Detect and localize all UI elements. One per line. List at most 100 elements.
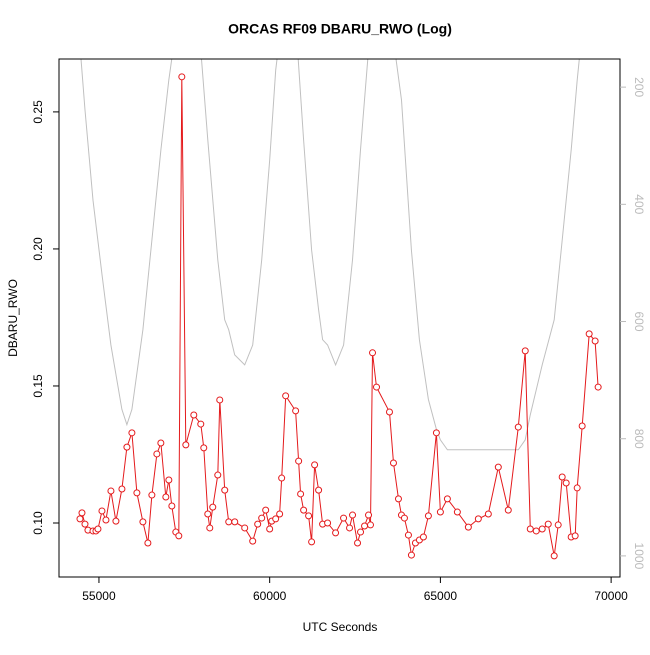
data-point	[78, 509, 86, 517]
data-point	[128, 429, 136, 437]
data-point	[221, 486, 229, 494]
data-point	[562, 479, 570, 487]
data-point	[311, 461, 319, 469]
data-point	[295, 457, 303, 465]
data-point	[373, 383, 381, 391]
data-point	[214, 471, 222, 479]
plot-frame	[58, 58, 621, 578]
data-point	[165, 476, 173, 484]
x-tick-label: 55000	[82, 589, 116, 603]
data-point	[148, 491, 156, 499]
data-point	[315, 486, 323, 494]
y-axis-label: DBARU_RWO	[6, 279, 20, 357]
data-point	[585, 330, 593, 338]
data-point	[532, 527, 540, 535]
data-point	[133, 489, 141, 497]
data-point	[123, 443, 131, 451]
data-point	[594, 383, 602, 391]
data-point	[216, 396, 224, 404]
data-point	[453, 508, 461, 516]
data-point	[526, 525, 534, 533]
data-point	[349, 511, 357, 519]
y2-tick-label: 400	[632, 194, 646, 214]
y-tick-label: 0.15	[31, 374, 45, 398]
data-point	[76, 515, 84, 523]
data-point	[157, 439, 165, 447]
data-point	[102, 516, 110, 524]
data-point	[81, 520, 89, 528]
x-tick-label: 70000	[594, 589, 628, 603]
data-point	[178, 73, 186, 81]
data-point	[94, 525, 102, 533]
data-point	[300, 506, 308, 514]
data-point	[591, 337, 599, 345]
data-point	[550, 552, 558, 560]
data-point	[385, 408, 393, 416]
data-point	[107, 487, 115, 495]
data-point	[432, 429, 440, 437]
data-point	[554, 521, 562, 529]
data-point	[419, 533, 427, 541]
data-point	[400, 514, 408, 522]
data-point	[346, 524, 354, 532]
data-point	[139, 518, 147, 526]
data-point	[249, 537, 257, 545]
data-point	[190, 411, 198, 419]
data-point	[573, 484, 581, 492]
data-point	[443, 495, 451, 503]
data-point	[340, 514, 348, 522]
data-point	[514, 423, 522, 431]
data-point	[200, 444, 208, 452]
y-tick-label: 0.25	[31, 100, 45, 124]
data-point	[305, 512, 313, 520]
y-tick-label: 0.10	[31, 511, 45, 535]
data-point	[153, 450, 161, 458]
data-point	[162, 493, 170, 501]
data-point	[266, 525, 274, 533]
data-point	[204, 510, 212, 518]
data-point	[182, 441, 190, 449]
data-point	[521, 347, 529, 355]
data-point	[231, 518, 239, 526]
y2-tick-label: 200	[632, 77, 646, 97]
data-point	[558, 473, 566, 481]
data-point	[206, 524, 214, 532]
data-point	[357, 528, 365, 536]
data-point	[354, 539, 362, 547]
y2-tick-label: 800	[632, 429, 646, 449]
data-point	[538, 525, 546, 533]
data-point	[175, 532, 183, 540]
y2-tick-label: 1000	[632, 543, 646, 570]
data-point	[369, 349, 377, 357]
data-point	[262, 506, 270, 514]
data-point	[544, 520, 552, 528]
data-point	[571, 532, 579, 540]
x-axis-label: UTC Seconds	[303, 620, 378, 634]
data-point	[407, 551, 415, 559]
data-point	[324, 519, 332, 527]
data-point	[394, 495, 402, 503]
x-tick-label: 65000	[424, 589, 458, 603]
data-point	[504, 506, 512, 514]
data-point	[168, 502, 176, 510]
data-point	[389, 459, 397, 467]
data-point	[464, 523, 472, 531]
data-point	[308, 538, 316, 546]
data-point	[292, 407, 300, 415]
x-tick-label: 60000	[253, 589, 287, 603]
data-point	[474, 515, 482, 523]
data-point	[282, 392, 290, 400]
chart-title: ORCAS RF09 DBARU_RWO (Log)	[228, 21, 452, 37]
data-point	[424, 512, 432, 520]
data-point	[258, 514, 266, 522]
series-line	[80, 59, 580, 451]
data-point	[225, 518, 233, 526]
data-point	[276, 510, 284, 518]
data-point	[98, 507, 106, 515]
data-point	[144, 539, 152, 547]
plot-area	[76, 59, 602, 560]
data-point	[241, 524, 249, 532]
data-point	[254, 520, 262, 528]
data-point	[436, 508, 444, 516]
data-point	[484, 510, 492, 518]
